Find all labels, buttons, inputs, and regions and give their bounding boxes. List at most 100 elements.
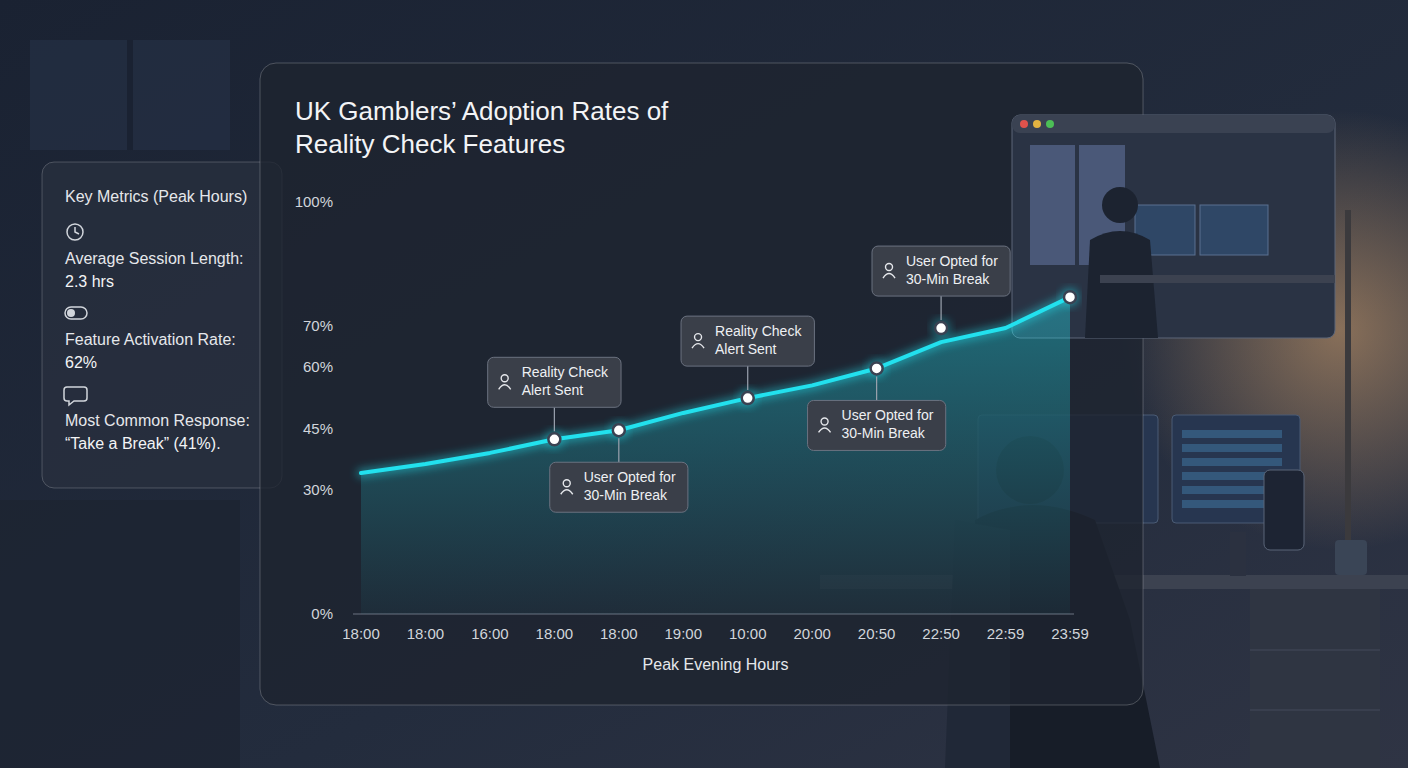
chart-panel bbox=[260, 63, 1143, 705]
y-tick-label: 30% bbox=[303, 481, 333, 498]
mug bbox=[1335, 540, 1367, 575]
annotation-line: Alert Sent bbox=[715, 341, 777, 357]
annotation-line: 30-Min Break bbox=[906, 271, 990, 287]
inset-person-head bbox=[1102, 187, 1138, 223]
annotation-line: User Opted for bbox=[584, 469, 676, 485]
metrics-panel bbox=[42, 162, 282, 488]
annotation-line: User Opted for bbox=[906, 253, 998, 269]
point-marker bbox=[609, 420, 629, 440]
x-axis-title: Peak Evening Hours bbox=[643, 656, 789, 673]
metric-icon bbox=[64, 387, 87, 405]
metric-label: Feature Activation Rate: bbox=[65, 331, 236, 348]
annotation-icon bbox=[883, 264, 895, 279]
annotation: User Opted for 30-Min Break bbox=[808, 376, 946, 450]
x-tick-label: 20:00 bbox=[793, 625, 831, 642]
x-tick-label: 10:00 bbox=[729, 625, 767, 642]
y-tick-label: 100% bbox=[295, 193, 333, 210]
annotation-icon bbox=[499, 375, 511, 390]
icon-body bbox=[883, 274, 895, 279]
inset-desk bbox=[1100, 275, 1335, 283]
drawer-line bbox=[1250, 650, 1380, 651]
x-tick-label: 23:59 bbox=[1051, 625, 1089, 642]
x-tick-label: 16:00 bbox=[471, 625, 509, 642]
point-marker bbox=[544, 429, 564, 449]
window-bg bbox=[30, 40, 230, 150]
point bbox=[613, 424, 625, 436]
x-tick-label: 18:00 bbox=[600, 625, 638, 642]
annotation-line: Reality Check bbox=[522, 364, 609, 380]
inset-monitor bbox=[1200, 205, 1268, 255]
icon-body bbox=[819, 428, 831, 433]
x-tick-label: 22:59 bbox=[987, 625, 1025, 642]
annotation: User Opted for 30-Min Break bbox=[872, 246, 1010, 320]
icon-head bbox=[563, 480, 570, 487]
sofa-shadow bbox=[0, 500, 240, 768]
title-line: UK Gamblers’ Adoption Rates of bbox=[295, 96, 669, 126]
point-glow bbox=[738, 388, 758, 408]
annotation-icon bbox=[561, 480, 573, 495]
annotation-leader bbox=[940, 296, 941, 320]
icon-head bbox=[501, 375, 508, 382]
metrics-title: Key Metrics (Peak Hours) bbox=[65, 188, 247, 205]
key-metrics: Key Metrics (Peak Hours) Average Session … bbox=[64, 188, 250, 452]
x-tick-label: 19:00 bbox=[664, 625, 702, 642]
point-glow bbox=[544, 429, 564, 449]
window-frame bbox=[127, 40, 133, 150]
lamp-pole bbox=[1345, 210, 1351, 540]
plot-area bbox=[361, 287, 1080, 614]
point-marker bbox=[867, 358, 887, 378]
annotation: Reality Check Alert Sent bbox=[488, 357, 621, 431]
annotation-line: 30-Min Break bbox=[842, 425, 926, 441]
metric-value: 2.3 hrs bbox=[65, 273, 114, 290]
annotation-box bbox=[681, 316, 814, 366]
phone bbox=[1264, 470, 1304, 550]
toggle-icon bbox=[65, 307, 87, 319]
point-glow bbox=[609, 420, 629, 440]
point-glow bbox=[867, 358, 887, 378]
monitor-row bbox=[1182, 430, 1282, 438]
annotation-leader bbox=[618, 438, 619, 462]
annotation-line: 30-Min Break bbox=[584, 487, 668, 503]
dot-red bbox=[1020, 120, 1028, 128]
line-glow bbox=[361, 297, 1070, 473]
annotation-text: Reality Check Alert Sent bbox=[522, 364, 609, 398]
annotation-box bbox=[488, 357, 621, 407]
point-marker bbox=[738, 388, 758, 408]
annotation-line: Alert Sent bbox=[522, 382, 584, 398]
icon-body bbox=[499, 385, 511, 390]
y-tick-label: 70% bbox=[303, 317, 333, 334]
annotation-leader bbox=[554, 407, 555, 431]
line bbox=[361, 297, 1070, 473]
annotation-leader bbox=[747, 366, 748, 390]
annotation-text: User Opted for 30-Min Break bbox=[584, 469, 676, 503]
dot-yellow bbox=[1033, 120, 1041, 128]
point-marker bbox=[1060, 287, 1080, 307]
annotation-line: User Opted for bbox=[842, 407, 934, 423]
clock-icon bbox=[67, 224, 83, 240]
point bbox=[548, 433, 560, 445]
inset-person-body bbox=[1085, 231, 1158, 338]
point bbox=[742, 392, 754, 404]
icon-body bbox=[692, 344, 704, 349]
annotation: Reality CheckAlert Sent bbox=[681, 316, 814, 390]
annotation-icon bbox=[819, 418, 831, 433]
annotation-text: User Opted for 30-Min Break bbox=[842, 407, 934, 441]
inset-pane-frame bbox=[1075, 145, 1079, 265]
monitor-stand bbox=[1230, 532, 1246, 576]
annotation-icon bbox=[692, 334, 704, 349]
monitor-row bbox=[1182, 444, 1282, 452]
metric-label: Most Common Response: bbox=[65, 412, 250, 429]
annotations: Reality Check Alert Sent User Opted for 30-… bbox=[488, 246, 1010, 512]
point bbox=[935, 322, 947, 334]
point bbox=[871, 362, 883, 374]
metric-icon bbox=[65, 307, 87, 319]
speech-icon bbox=[64, 387, 87, 405]
x-tick-label: 22:50 bbox=[922, 625, 960, 642]
drawer-line bbox=[1250, 710, 1380, 711]
annotation-text: User Opted for 30-Min Break bbox=[906, 253, 998, 287]
icon-body bbox=[561, 490, 573, 495]
metric-value: 62% bbox=[65, 354, 97, 371]
y-tick-label: 0% bbox=[311, 605, 333, 622]
desk-drawers bbox=[1250, 589, 1380, 768]
metric-label: Average Session Length: bbox=[65, 250, 244, 267]
